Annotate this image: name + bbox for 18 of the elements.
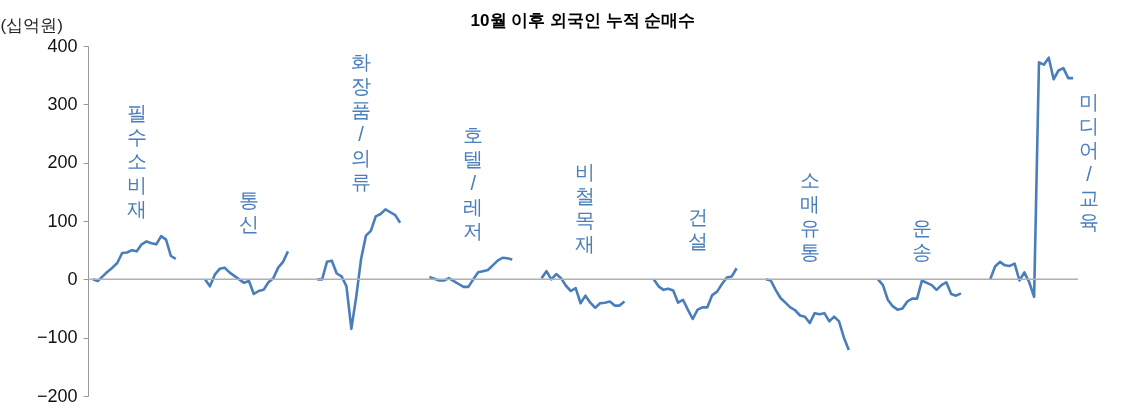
annotation: 통신 [238,189,259,236]
y-tick-label: −200 [36,385,78,406]
chart-title: 10월 이후 외국인 누적 순매수 [470,11,696,30]
y-tick-label: 400 [47,35,78,56]
text: 미디어/교육 [1079,90,1100,233]
annotation: 소매유통 [799,169,820,264]
y-tick-label: 0 [67,268,78,289]
annotation: 호텔/레저 [463,123,484,242]
annotation: 비철목재 [575,161,596,256]
annotation: 필수소비재 [126,102,147,221]
y-tick-label: 100 [47,210,78,231]
y-tick-label: −100 [36,327,78,348]
y-tick-label: 200 [47,152,78,173]
y-axis-title: (십억원) [0,15,63,35]
annotation: 건설 [687,206,708,253]
y-tick-label: 300 [47,93,78,114]
annotation: 화장품/의류 [351,51,372,194]
annotation: 운송 [911,217,932,264]
